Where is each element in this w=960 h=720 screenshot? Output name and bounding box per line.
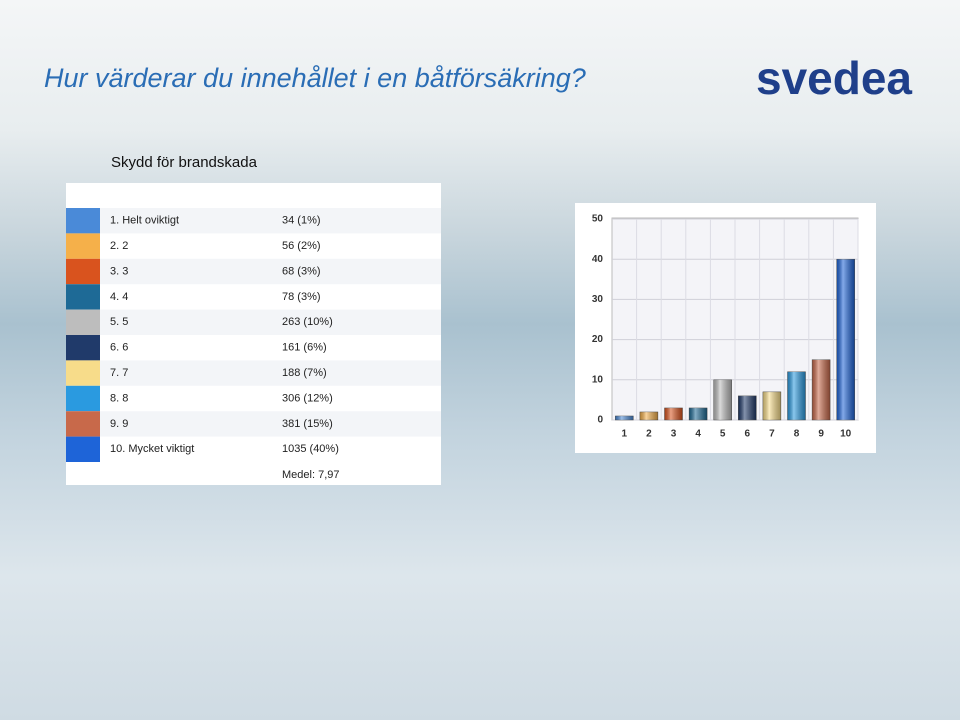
row-label: 4. 4 [110, 291, 128, 303]
row-label: 10. Mycket viktigt [110, 443, 194, 455]
table-footer: Medel: 7,97 [282, 469, 339, 481]
bar-shine [615, 415, 634, 420]
x-tick-label: 1 [622, 429, 628, 440]
slide-title: Hur värderar du innehållet i en båtförsä… [44, 63, 586, 93]
bar-shine [738, 395, 757, 420]
x-tick-label: 6 [745, 429, 751, 440]
row-label: 1. Helt oviktigt [110, 215, 179, 227]
y-tick-label: 0 [597, 415, 603, 426]
bar-shine [713, 379, 732, 420]
row-swatch [66, 385, 100, 412]
bar-shine [787, 371, 806, 420]
x-tick-label: 5 [720, 429, 726, 440]
row-swatch [66, 258, 100, 285]
row-value: 263 (10%) [282, 316, 333, 328]
y-tick-label: 10 [592, 374, 604, 385]
row-stripe [100, 360, 441, 386]
row-stripe [100, 309, 441, 335]
row-swatch [66, 309, 100, 335]
row-swatch [66, 233, 100, 259]
row-label: 9. 9 [110, 418, 128, 430]
row-value: 188 (7%) [282, 367, 327, 379]
y-tick-label: 20 [592, 334, 604, 345]
x-tick-label: 3 [671, 429, 677, 440]
y-tick-label: 30 [592, 294, 604, 305]
y-tick-label: 50 [592, 214, 604, 225]
row-label: 3. 3 [110, 265, 128, 277]
bar-shine [836, 259, 855, 420]
x-tick-label: 2 [646, 429, 652, 440]
bar-shine [812, 359, 831, 420]
row-stripe [100, 258, 441, 285]
logo: svedea [756, 52, 912, 104]
row-swatch [66, 284, 100, 310]
row-value: 161 (6%) [282, 342, 327, 354]
x-tick-label: 7 [769, 429, 775, 440]
x-tick-label: 9 [818, 429, 824, 440]
bar-shine [762, 391, 781, 420]
row-swatch [66, 411, 100, 437]
table-title: Skydd för brandskada [111, 154, 258, 171]
x-tick-label: 8 [794, 429, 800, 440]
bar-shine [689, 407, 708, 420]
row-swatch [66, 335, 100, 361]
row-value: 78 (3%) [282, 291, 321, 303]
row-stripe [100, 411, 441, 437]
y-tick-label: 40 [592, 254, 604, 265]
row-value: 68 (3%) [282, 265, 321, 277]
row-value: 1035 (40%) [282, 443, 339, 455]
row-label: 2. 2 [110, 240, 128, 252]
row-swatch [66, 208, 100, 234]
row-value: 306 (12%) [282, 392, 333, 404]
row-value: 34 (1%) [282, 215, 321, 227]
bar-shine [639, 411, 658, 420]
row-value: 56 (2%) [282, 240, 321, 252]
row-swatch [66, 436, 100, 462]
row-label: 7. 7 [110, 367, 128, 379]
row-stripe [100, 208, 441, 234]
row-label: 5. 5 [110, 316, 128, 328]
x-tick-label: 4 [695, 429, 701, 440]
bar-shine [664, 407, 683, 420]
row-swatch [66, 360, 100, 386]
row-label: 6. 6 [110, 342, 128, 354]
x-tick-label: 10 [840, 429, 852, 440]
row-value: 381 (15%) [282, 418, 333, 430]
row-label: 8. 8 [110, 392, 128, 404]
